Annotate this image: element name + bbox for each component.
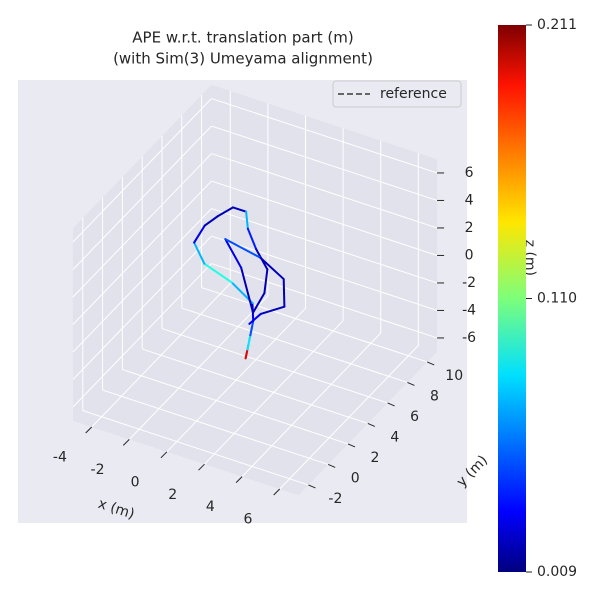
trajectory-segment <box>246 334 252 351</box>
grid-line <box>161 328 388 404</box>
grid-line <box>72 235 212 380</box>
grid-line <box>122 369 349 445</box>
trajectory <box>193 206 286 360</box>
x-tick <box>160 451 168 459</box>
z-tick-label: -6 <box>462 330 476 346</box>
trajectory-segment <box>263 268 269 295</box>
legend-label: reference <box>380 86 447 102</box>
x-tick <box>122 439 130 446</box>
x-tick-label: 6 <box>243 512 252 528</box>
y-tick <box>387 402 395 407</box>
grid-line <box>102 389 329 465</box>
grid-line <box>211 180 438 256</box>
colorbar-tick-label: 0.211 <box>537 17 577 33</box>
trajectory-segment <box>249 320 255 337</box>
y-tick-label: 0 <box>351 470 360 486</box>
y-tick <box>427 361 435 366</box>
trajectory-segment <box>248 312 262 325</box>
grid-line <box>211 263 438 339</box>
x-tick-label: 0 <box>131 474 140 490</box>
trajectory-segment <box>282 278 286 308</box>
legend-box <box>332 80 462 108</box>
grid-line <box>82 410 309 486</box>
trajectory-segment <box>203 215 219 227</box>
chart-title: APE w.r.t. translation part (m) <box>132 29 353 47</box>
y-tick <box>328 463 336 468</box>
colorbar-tick-label: 0.009 <box>537 564 577 580</box>
grid-line <box>181 307 408 383</box>
grid-line <box>211 153 438 229</box>
trajectory-segment <box>193 224 206 244</box>
y-tick-label: 2 <box>371 450 380 466</box>
y-tick <box>347 443 356 448</box>
grid-line <box>142 348 368 424</box>
z-tick-label: 6 <box>465 165 474 181</box>
x-tick-label: 2 <box>168 487 177 503</box>
trajectory-segment <box>240 266 255 314</box>
y-tick <box>407 381 415 386</box>
trajectory-segment <box>259 305 286 315</box>
z-tick-label: -4 <box>462 302 476 318</box>
colorbar-tick-label: 0.110 <box>537 291 577 307</box>
x-tick-label: -2 <box>91 462 105 478</box>
trajectory-segment <box>252 292 266 314</box>
trajectory-segment <box>244 348 249 360</box>
z-tick-label: 4 <box>465 192 474 208</box>
trajectory-segment <box>224 238 262 259</box>
grid-line <box>211 208 438 284</box>
grid-line <box>211 98 438 174</box>
y-tick <box>308 484 316 489</box>
grid-line <box>72 208 212 353</box>
grid-line <box>211 125 438 201</box>
trajectory-segment <box>224 238 243 269</box>
trajectory-segment <box>246 227 258 251</box>
legend: reference <box>332 80 462 108</box>
y-tick-label: 10 <box>445 368 463 384</box>
grid-line <box>72 125 212 270</box>
grid-line <box>211 235 438 311</box>
trajectory-segment <box>203 262 233 284</box>
y-tick-label: 6 <box>410 409 419 425</box>
x-tick <box>198 463 205 471</box>
trajectory-segment <box>232 206 248 213</box>
grid-line <box>72 153 212 298</box>
z-tick-label: 0 <box>465 247 474 263</box>
grid-line <box>201 287 428 363</box>
y-tick-label: 4 <box>390 429 399 445</box>
grid-line <box>72 180 212 325</box>
y-tick-label: -2 <box>328 491 342 507</box>
x-tick <box>85 426 93 434</box>
colorbar-axis: 0.009 0.110 0.211 <box>526 17 577 580</box>
trajectory-segment <box>245 210 249 230</box>
x-tick-label: -4 <box>53 450 67 466</box>
x-tick <box>235 476 243 483</box>
x-tick-label: 4 <box>206 499 215 515</box>
colorbar <box>498 25 526 572</box>
x-tick <box>273 488 281 496</box>
z-tick-label: 2 <box>465 220 474 236</box>
y-tick <box>367 422 375 427</box>
trajectory-segment <box>193 241 206 265</box>
grid-line <box>72 98 212 243</box>
z-tick-label: -2 <box>462 275 476 291</box>
trajectory-segment <box>216 206 235 218</box>
trajectory-segment <box>259 256 285 281</box>
chart-subtitle: (with Sim(3) Umeyama alignment) <box>113 50 373 68</box>
y-tick-label: 8 <box>430 388 439 404</box>
grid-line <box>72 263 212 408</box>
panes <box>72 84 438 496</box>
